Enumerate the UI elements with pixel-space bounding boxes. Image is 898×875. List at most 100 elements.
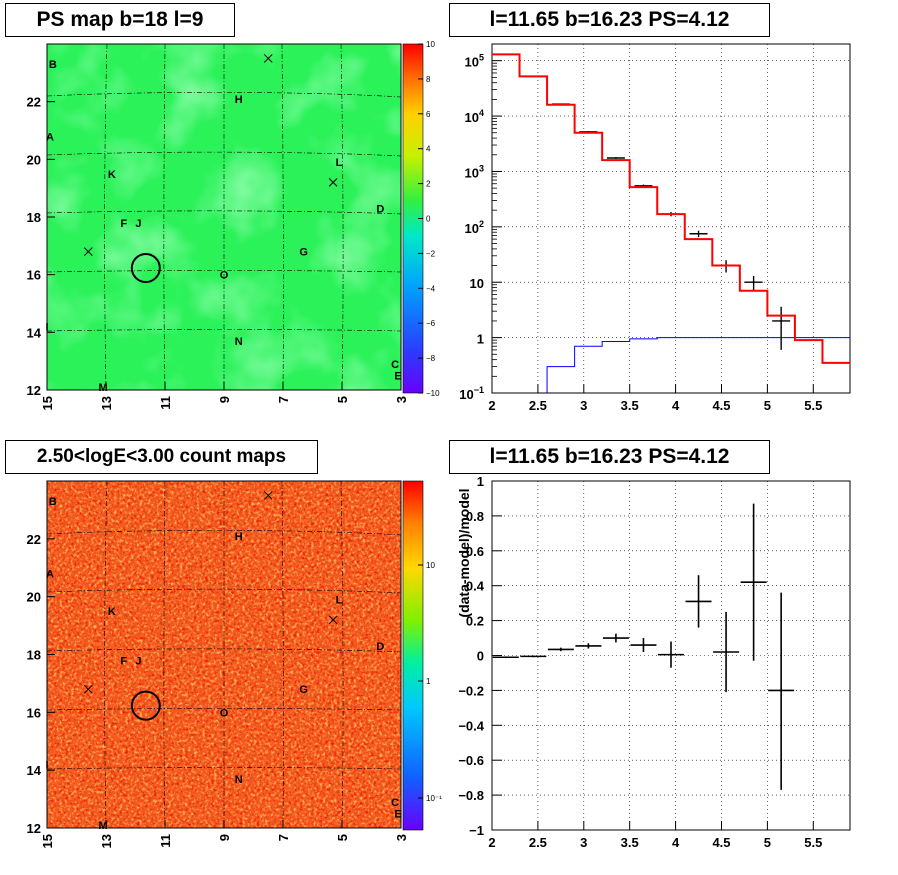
source-label: J [135,655,141,667]
colorbar-tick-label: −6 [426,319,436,328]
source-cross [83,684,93,694]
x-tick-label: 7 [276,396,291,403]
ps-colorbar-ticks: 10 8 6 4 2 0 −2 −4 −6 −8 −10 [418,40,440,398]
x-tick-label: 5 [335,834,350,841]
y-tick-label: 14 [27,763,42,778]
y-tick-label: −0.2 [458,683,484,698]
source-label: A [46,569,54,581]
ps-map-axes: 15 13 11 9 7 5 3 12 14 16 18 20 22 [27,95,409,411]
x-tick-label: 4.5 [712,398,730,413]
y-tick-label: −0.6 [458,753,484,768]
x-tick-label: 2 [488,398,495,413]
count-map-title: 2.50<logE<3.00 count maps [5,440,318,474]
x-tick-label: 13 [99,396,114,410]
y-tick-label: 12 [27,821,41,836]
y-tick-label: 12 [27,383,41,398]
source-label: D [376,641,384,653]
x-tick-label: 9 [217,396,232,403]
spectrum-plot [492,53,850,393]
source-label: M [98,820,107,832]
y-tick-label: 18 [27,648,41,663]
x-tick-label: 7 [276,834,291,841]
colorbar-tick-label: −4 [426,284,436,293]
source-label: C [391,359,399,371]
source-label: H [235,531,243,543]
source-label: I [45,322,48,334]
y-tick-label: 14 [27,325,42,340]
x-tick-label: 5 [764,835,771,850]
source-label: K [108,606,116,618]
spectrum-panel: 2 2.5 3 3.5 4 4.5 5 5.5 10−1 1 10 102 103 104 105 [459,43,851,413]
x-tick-label: 3 [580,398,587,413]
colorbar-tick-label: 10⁻¹ [426,794,442,803]
ps-map-grid [47,44,401,390]
source-label: E [394,809,401,821]
source-label: B [49,496,57,508]
source-label: F [120,218,127,230]
residual-plot [492,503,795,790]
x-tick-label: 15 [40,834,55,848]
source-label: H [235,94,243,106]
source-cross [83,247,93,256]
y-tick-label: 0.6 [466,544,484,559]
x-tick-label: 11 [158,834,173,848]
colorbar-tick-label: −2 [426,249,436,258]
residual-ylabel: (data-model)/model [456,488,472,617]
y-tick-label: 20 [27,590,41,605]
count-map-markers: B A H K L D F J G O N CE M I [45,491,402,832]
x-tick-label: 4 [672,835,680,850]
y-tick-label: −0.8 [458,788,484,803]
x-tick-label: 4 [672,398,680,413]
source-label: G [299,684,308,696]
y-tick-label: 104 [465,108,484,125]
x-tick-label: 2.5 [529,835,547,850]
x-tick-label: 3 [394,396,409,403]
y-tick-label: 105 [465,53,484,70]
x-tick-label: 15 [40,396,55,410]
y-tick-label: 10−1 [459,385,484,402]
source-label: A [46,131,54,143]
source-label: K [108,169,116,181]
source-label: F [120,655,127,667]
x-tick-label: 5 [764,398,771,413]
x-tick-label: 9 [217,834,232,841]
colorbar-tick-label: 10 [426,561,435,570]
x-tick-label: 5.5 [804,398,822,413]
residual-title: l=11.65 b=16.23 PS=4.12 [449,440,770,474]
colorbar-tick-label: 1 [426,677,431,686]
colorbar-tick-label: 6 [426,110,431,119]
residual-panel: 2 2.5 3 3.5 4 4.5 5 5.5 1 0.8 0.6 0.4 0.2 0 −0.2 −0.4 −0… [456,474,851,850]
y-tick-label: −0.4 [458,718,484,733]
selected-source-circle [130,253,161,284]
x-tick-label: 3.5 [621,398,639,413]
source-label: O [220,270,229,282]
total-model-line [492,53,850,364]
colorbar-tick-label: 2 [426,180,431,189]
colorbar-tick-label: −8 [426,354,436,363]
y-tick-label: 0 [477,649,484,664]
source-label: J [135,218,141,230]
x-tick-label: 2 [488,835,495,850]
colorbar-tick-label: 10 [426,40,435,49]
count-map-axes: 15 13 11 9 7 5 3 12 14 16 18 20 22 [27,532,409,849]
colorbar-tick-label: 4 [426,145,431,154]
y-tick-label: 1 [477,474,484,489]
ps-map-markers: B A H K L D F J G O N CE M I [45,54,402,394]
count-map-grid [47,481,401,828]
y-tick-label: 20 [27,152,41,167]
y-tick-label: 16 [27,268,41,283]
source-label: L [336,157,343,169]
y-tick-label: 0.8 [466,509,484,524]
residual-axes: 2 2.5 3 3.5 4 4.5 5 5.5 1 0.8 0.6 0.4 0.2 0 −0.2 −0.4 −0… [458,474,822,850]
colorbar-tick-label: 8 [426,75,431,84]
source-cross [263,54,273,63]
count-colorbar-ticks: 10 1 10⁻¹ [418,561,442,803]
y-tick-label: 102 [465,219,484,236]
count-map-panel: B A H K L D F J G O N CE M I 10 1 10⁻¹ 15 13 11 9 7 5 3 12 14 16… [27,480,442,849]
y-tick-label: 18 [27,210,41,225]
source-label: I [45,759,48,771]
spectrum-axes: 2 2.5 3 3.5 4 4.5 5 5.5 10−1 1 10 102 103 104 105 [459,53,822,413]
source-cross [263,491,273,500]
y-tick-label: 0.4 [466,579,485,594]
